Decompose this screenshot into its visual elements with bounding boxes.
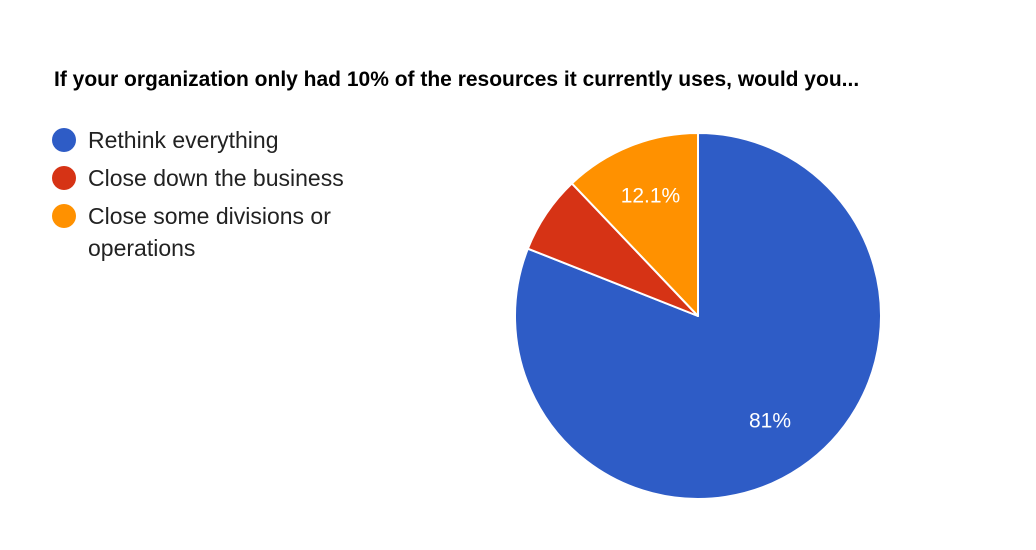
legend-item-close-down-business[interactable]: Close down the business	[52, 162, 382, 194]
slice-label-close-some-divisions-or-operations: 12.1%	[621, 185, 681, 208]
legend-label-rethink-everything: Rethink everything	[88, 127, 279, 153]
legend: Rethink everything Close down the busine…	[52, 124, 382, 270]
legend-item-close-some-divisions[interactable]: Close some divisions or operations	[52, 200, 382, 264]
pie-slice-rethink-everything[interactable]	[514, 132, 882, 500]
legend-swatch-close-some-divisions	[52, 204, 76, 228]
chart-title: If your organization only had 10% of the…	[54, 68, 860, 91]
pie-slices	[514, 132, 882, 500]
legend-swatch-rethink-everything	[52, 128, 76, 152]
legend-label-close-down-business: Close down the business	[88, 165, 344, 191]
legend-label-close-some-divisions: Close some divisions or operations	[88, 203, 331, 261]
legend-item-rethink-everything[interactable]: Rethink everything	[52, 124, 382, 156]
legend-swatch-close-down-business	[52, 166, 76, 190]
pie-labels: 81% 12.1%	[621, 185, 791, 433]
pie-slice-close-some-divisions-or-operations[interactable]	[570, 132, 699, 317]
slice-label-rethink-everything: 81%	[749, 409, 791, 432]
